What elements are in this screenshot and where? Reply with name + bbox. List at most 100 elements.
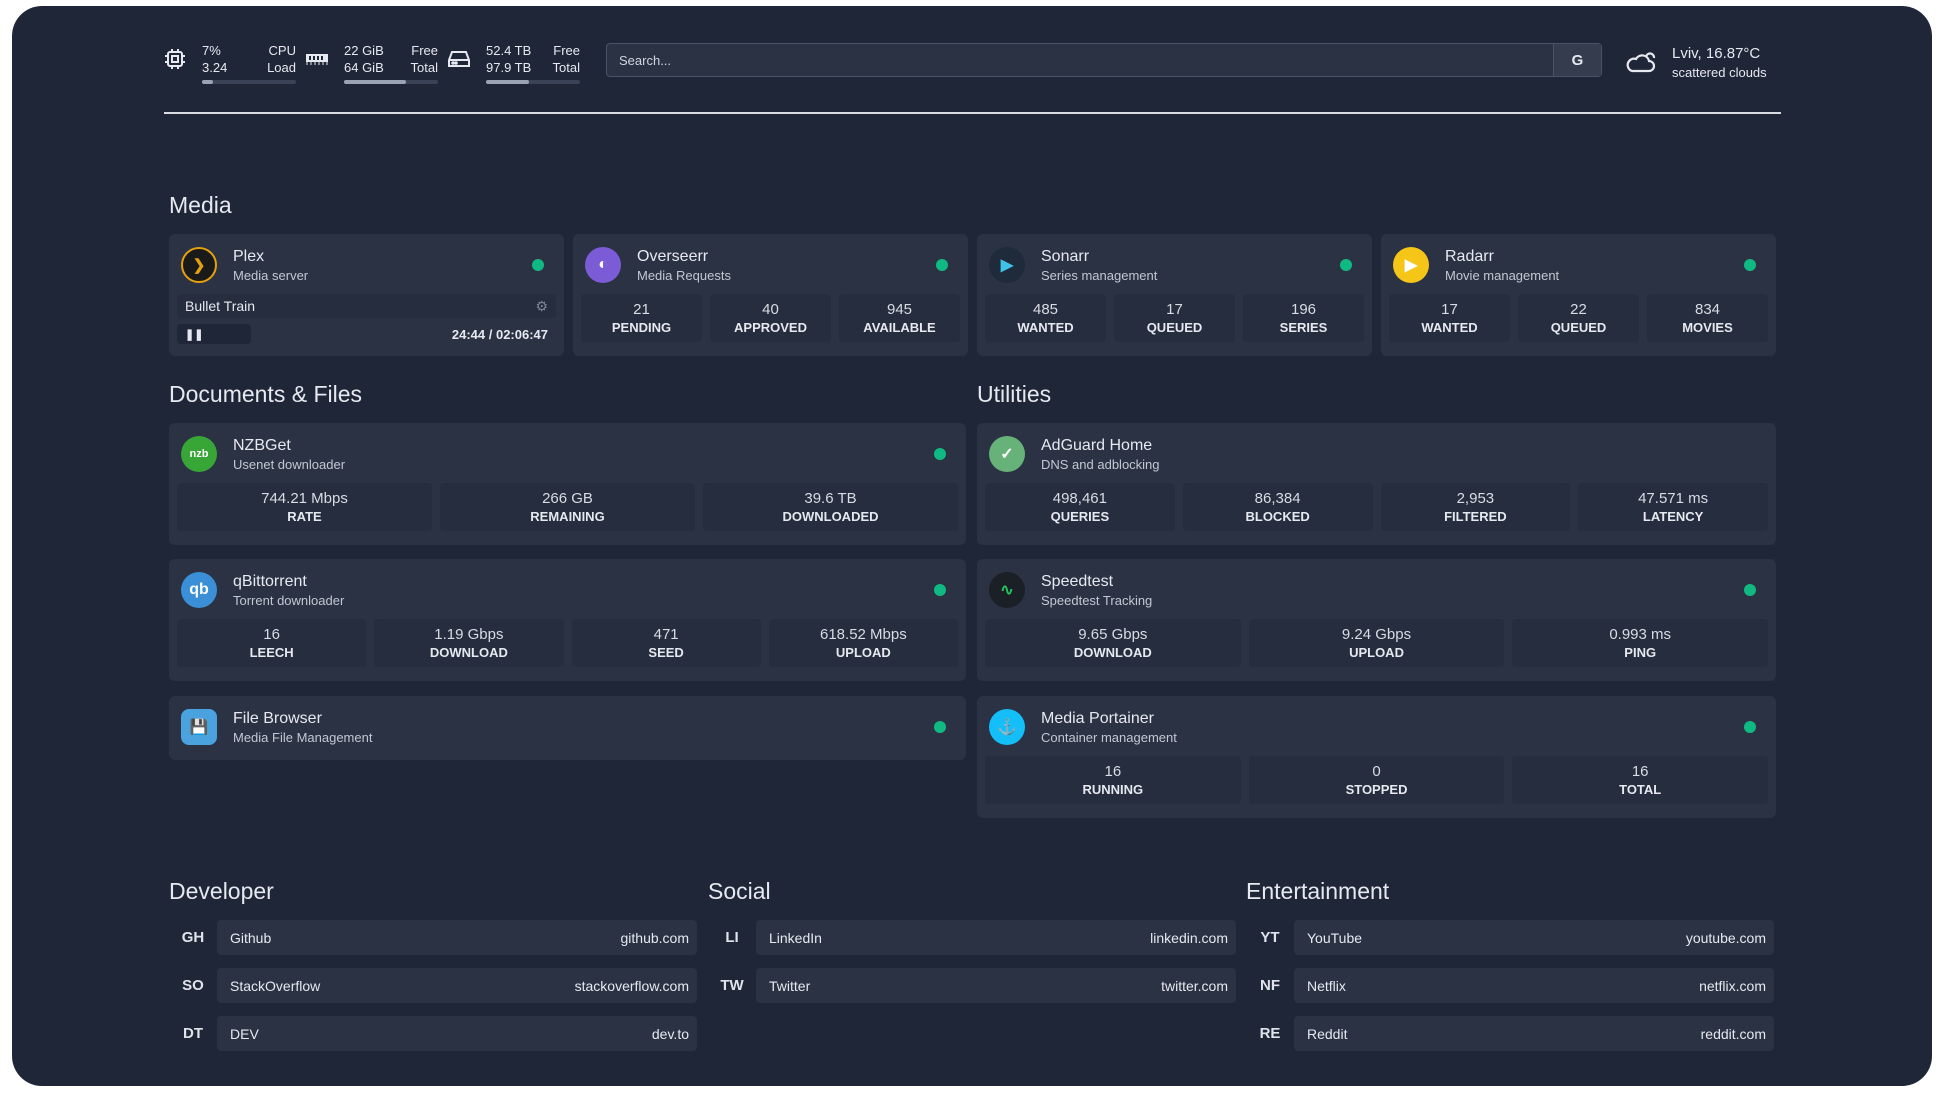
section-title-utilities: Utilities <box>977 381 1052 407</box>
bookmark-name: Twitter <box>769 977 811 994</box>
service-card-nzbget[interactable]: nzb NZBGet Usenet downloader 744.21 Mbps RAT… <box>169 423 966 545</box>
memory-widget: 22 GiB 64 GiB Free Total <box>304 42 438 84</box>
stat-label: REMAINING <box>530 509 605 524</box>
stat-label: FILTERED <box>1444 509 1507 524</box>
stat-label: LEECH <box>249 645 294 660</box>
weather-location: Lviv, 16.87°C <box>1672 45 1761 62</box>
bookmark-link[interactable]: Twitter twitter.com <box>756 968 1236 1003</box>
search-input[interactable] <box>607 52 1553 68</box>
service-name: Overseerr <box>637 247 709 265</box>
bookmark-link[interactable]: DEV dev.to <box>217 1016 697 1051</box>
stat-label: BLOCKED <box>1245 509 1310 524</box>
service-card-plex[interactable]: ❯ Plex Media server Bullet Train ⚙ ❚❚ 24:44… <box>169 234 564 356</box>
stat-value: 16 <box>1631 763 1649 780</box>
service-card-qbittorrent[interactable]: qb qBittorrent Torrent downloader 16 LEECH 1.… <box>169 559 966 681</box>
bookmark-social[interactable]: TW Twitter twitter.com <box>708 968 1236 1003</box>
status-dot <box>934 448 946 460</box>
stat-value: 266 GB <box>542 490 593 507</box>
stat-value: 39.6 TB <box>804 490 857 507</box>
stat-value: 0.993 ms <box>1609 626 1672 643</box>
bookmark-social[interactable]: LI LinkedIn linkedin.com <box>708 920 1236 955</box>
stat-label: UPLOAD <box>1349 645 1404 660</box>
service-card-sonarr[interactable]: ▶ Sonarr Series management 485 WANTED 17 QUEUE… <box>977 234 1372 356</box>
stat-label: WANTED <box>1421 320 1478 335</box>
pause-button[interactable]: ❚❚ <box>177 324 251 344</box>
stat-block: 0 STOPPED <box>1248 756 1505 804</box>
service-card-portainer[interactable]: ⚓ Media Portainer Container management 16 RU… <box>977 696 1776 818</box>
stat-label: QUERIES <box>1050 509 1110 524</box>
status-dot <box>934 584 946 596</box>
cloud-icon <box>1624 48 1658 79</box>
stat-block: 17 WANTED <box>1389 294 1510 342</box>
stat-block: 1.19 Gbps DOWNLOAD <box>374 619 564 667</box>
memory-total: 64 GiB <box>344 60 384 75</box>
bookmark-name: DEV <box>230 1025 259 1042</box>
speedtest-logo-icon: ∿ <box>989 572 1025 608</box>
bookmark-link[interactable]: Reddit reddit.com <box>1294 1016 1774 1051</box>
service-card-filebrowser[interactable]: 💾 File Browser Media File Management <box>169 696 966 760</box>
stat-block: 266 GB REMAINING <box>440 483 695 531</box>
stat-label: WANTED <box>1017 320 1074 335</box>
service-card-radarr[interactable]: ▶ Radarr Movie management 17 WANTED 22 QUEUED 8… <box>1381 234 1776 356</box>
sonarr-logo-icon: ▶ <box>989 247 1025 283</box>
service-description: Movie management <box>1445 267 1560 283</box>
service-description: Container management <box>1041 729 1177 745</box>
load-label: Load <box>267 60 296 75</box>
stat-label: SEED <box>648 645 684 660</box>
service-name: File Browser <box>233 709 322 727</box>
stat-label: STOPPED <box>1345 782 1408 797</box>
stat-block: 485 WANTED <box>985 294 1106 342</box>
stat-block: 9.24 Gbps UPLOAD <box>1248 619 1505 667</box>
stat-block: 0.993 ms PING <box>1512 619 1769 667</box>
stat-value: 9.65 Gbps <box>1078 626 1148 643</box>
weather-widget: Lviv, 16.87°C scattered clouds <box>1624 44 1767 82</box>
bookmark-entertainment[interactable]: NF Netflix netflix.com <box>1246 968 1774 1003</box>
stat-label: UPLOAD <box>835 645 891 660</box>
bookmark-link[interactable]: YouTube youtube.com <box>1294 920 1774 955</box>
stat-label: RUNNING <box>1082 782 1144 797</box>
service-card-adguard[interactable]: ✓ AdGuard Home DNS and adblocking 498,461 QU… <box>977 423 1776 545</box>
stat-label: DOWNLOAD <box>1073 645 1152 660</box>
bookmark-name: LinkedIn <box>769 929 822 946</box>
status-dot <box>1744 259 1756 271</box>
bookmark-entertainment[interactable]: RE Reddit reddit.com <box>1246 1016 1774 1051</box>
bookmark-link[interactable]: LinkedIn linkedin.com <box>756 920 1236 955</box>
bookmark-name: StackOverflow <box>230 977 321 994</box>
bookmark-abbr: NF <box>1260 977 1280 994</box>
disk-widget: 52.4 TB 97.9 TB Free Total <box>446 42 580 84</box>
bookmark-link[interactable]: StackOverflow stackoverflow.com <box>217 968 697 1003</box>
service-description: Media File Management <box>233 729 373 745</box>
search-provider-button[interactable]: G <box>1553 44 1601 76</box>
bookmark-developer[interactable]: DT DEV dev.to <box>169 1016 697 1051</box>
status-dot <box>1744 584 1756 596</box>
stat-value: 498,461 <box>1052 490 1107 507</box>
service-card-speedtest[interactable]: ∿ Speedtest Speedtest Tracking 9.65 Gbps DOW… <box>977 559 1776 681</box>
bookmark-link[interactable]: Netflix netflix.com <box>1294 968 1774 1003</box>
bookmark-link[interactable]: Github github.com <box>217 920 697 955</box>
service-description: Speedtest Tracking <box>1041 592 1153 608</box>
cpu-load: 3.24 <box>202 60 228 75</box>
bookmark-developer[interactable]: GH Github github.com <box>169 920 697 955</box>
stat-value: 40 <box>762 301 779 318</box>
service-card-overseerr[interactable]: ◐ Overseerr Media Requests 21 PENDING 40 APPRO… <box>573 234 968 356</box>
stat-block: 618.52 Mbps UPLOAD <box>768 619 958 667</box>
section-title-entertainment: Entertainment <box>1246 878 1390 904</box>
service-name: Radarr <box>1445 247 1494 265</box>
bookmark-developer[interactable]: SO StackOverflow stackoverflow.com <box>169 968 697 1003</box>
stat-value: 834 <box>1694 301 1721 318</box>
playback-time: 24:44 / 02:06:47 <box>451 326 548 342</box>
stat-value: 618.52 Mbps <box>820 626 907 643</box>
stat-block: 40 APPROVED <box>710 294 831 342</box>
stat-value: 22 <box>1570 301 1587 318</box>
stat-block: 17 QUEUED <box>1114 294 1235 342</box>
service-name: Speedtest <box>1041 572 1114 590</box>
bookmark-entertainment[interactable]: YT YouTube youtube.com <box>1246 920 1774 955</box>
stat-value: 196 <box>1290 301 1317 318</box>
stat-block: 16 TOTAL <box>1512 756 1769 804</box>
memory-icon <box>304 46 330 72</box>
stat-block: 196 SERIES <box>1243 294 1364 342</box>
free-label: Free <box>411 43 438 58</box>
bookmark-url: youtube.com <box>1685 929 1766 946</box>
stat-value: 1.19 Gbps <box>434 626 504 643</box>
section-title-media: Media <box>169 192 232 218</box>
